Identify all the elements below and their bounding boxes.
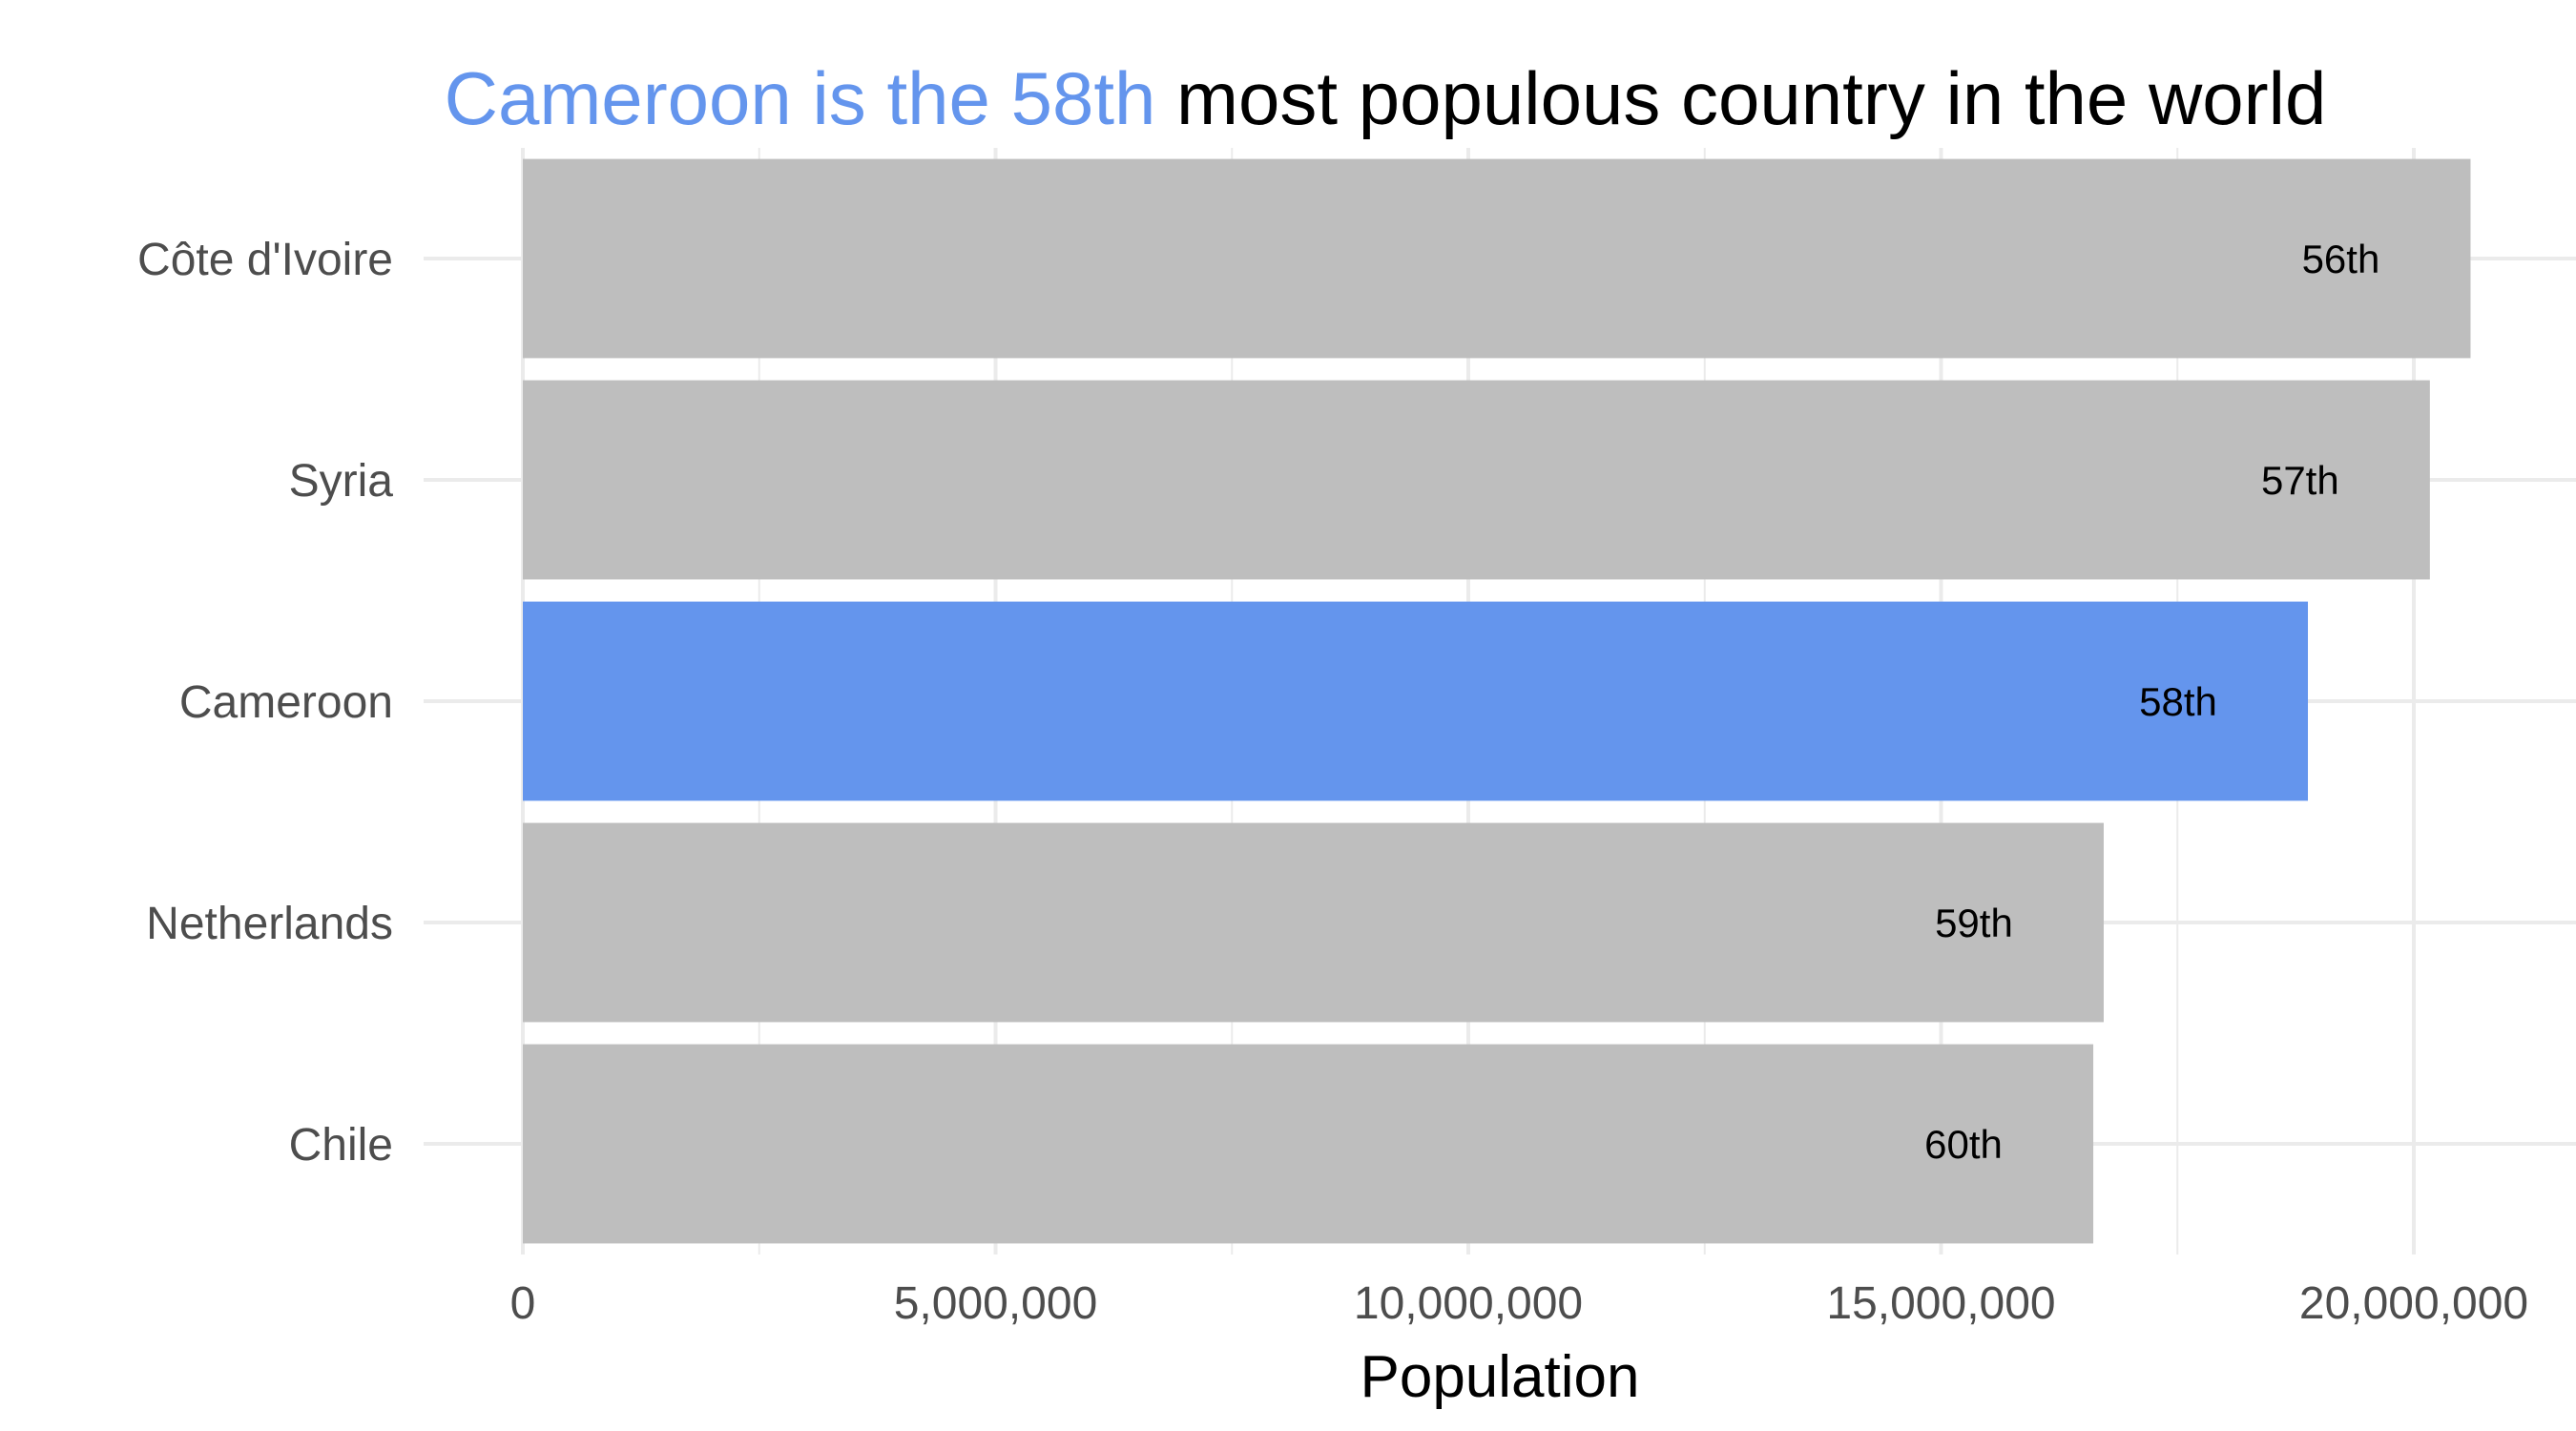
chart-title-highlight: Cameroon is the 58th [445,56,1156,140]
y-tick-label: Cameroon [179,677,393,728]
bar-rank-label: 60th [1924,1122,2003,1167]
bar-rank-label: 57th [2261,458,2339,503]
x-tick-label: 15,000,000 [1826,1278,2055,1329]
y-tick-label: Netherlands [146,899,393,949]
y-tick-label: Syria [289,456,394,507]
bar-rank-label: 56th [2302,237,2380,281]
y-axis-ticks: Côte d'Ivoire Syria Cameroon Netherlands Chi… [137,235,393,1171]
chart-title-rest: most populous country in the world [1155,56,2326,140]
bar-rank-label: 58th [2139,679,2217,724]
y-tick-label: Chile [289,1120,393,1171]
bar [523,158,2471,359]
x-tick-label: 20,000,000 [2299,1278,2528,1329]
bar-labels: 56th 57th 58th 59th 60th [1924,237,2379,1167]
bar [523,1044,2094,1244]
chart-title: Cameroon is the 58th most populous count… [445,56,2327,140]
bar [523,380,2430,580]
x-tick-label: 0 [510,1278,536,1329]
x-tick-label: 10,000,000 [1354,1278,1583,1329]
x-axis-title: Population [1360,1344,1639,1410]
bar [523,822,2104,1023]
y-tick-label: Côte d'Ivoire [137,235,393,285]
x-axis-ticks: 0 5,000,000 10,000,000 15,000,000 20,000,000 [510,1278,2528,1329]
bar-rank-label: 59th [1935,901,2013,945]
bars [523,158,2471,1244]
bar [523,601,2309,801]
x-tick-label: 5,000,000 [894,1278,1098,1329]
